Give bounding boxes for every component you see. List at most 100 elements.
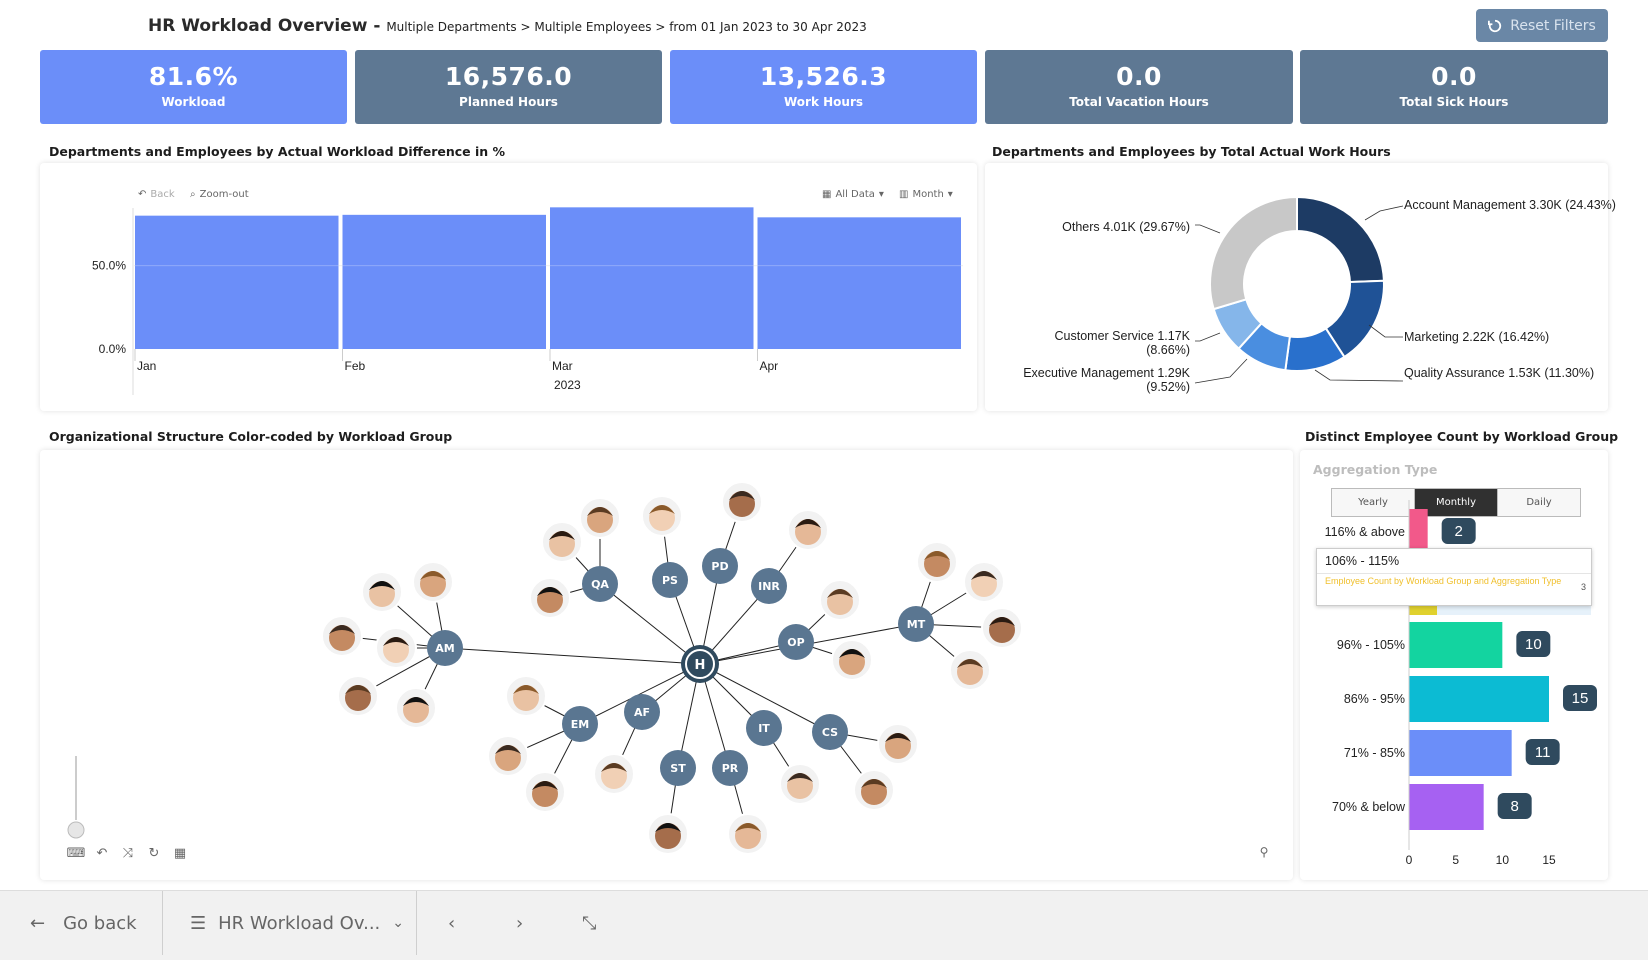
employee-avatar[interactable] bbox=[579, 497, 621, 539]
x-tick-label: Apr bbox=[760, 359, 779, 373]
employee-avatar[interactable] bbox=[647, 813, 689, 855]
hbar-4[interactable] bbox=[1409, 730, 1512, 776]
calendar-icon: ▦ bbox=[822, 189, 832, 200]
all-data-dropdown[interactable]: ▦ All Data ▾ bbox=[822, 189, 884, 200]
department-node-ps[interactable]: PS bbox=[652, 562, 688, 598]
employee-avatar[interactable] bbox=[412, 561, 454, 603]
department-node-label: IT bbox=[758, 722, 770, 735]
back-tool[interactable]: ↶ Back bbox=[138, 189, 175, 200]
employee-avatar[interactable] bbox=[831, 639, 873, 681]
employee-avatar[interactable] bbox=[963, 561, 1005, 603]
chart-tooltip: 106% - 115% Employee Count by Workload G… bbox=[1316, 548, 1592, 606]
employee-avatar[interactable] bbox=[949, 649, 991, 691]
org-link bbox=[599, 583, 701, 665]
employee-avatar[interactable] bbox=[853, 769, 895, 811]
employee-avatar[interactable] bbox=[337, 675, 379, 717]
department-node-qa[interactable]: QA bbox=[582, 566, 618, 602]
tab-daily[interactable]: Daily bbox=[1498, 489, 1580, 516]
kpi-total-sick-hours[interactable]: 0.0 Total Sick Hours bbox=[1300, 50, 1608, 124]
x-tick-label: 5 bbox=[1452, 853, 1459, 867]
department-node-inr[interactable]: INR bbox=[751, 568, 787, 604]
employee-avatar[interactable] bbox=[395, 687, 437, 729]
employee-avatar[interactable] bbox=[593, 753, 635, 795]
next-button[interactable]: › bbox=[516, 891, 523, 955]
department-node-st[interactable]: ST bbox=[660, 750, 696, 786]
go-back-label: Go back bbox=[63, 912, 137, 934]
arrow-left-icon: ← bbox=[30, 912, 46, 934]
hbar-3[interactable] bbox=[1409, 676, 1549, 722]
employee-avatar[interactable] bbox=[981, 607, 1023, 649]
department-node-mt[interactable]: MT bbox=[898, 606, 934, 642]
bar-feb[interactable] bbox=[342, 214, 547, 349]
reset-filters-button[interactable]: Reset Filters bbox=[1476, 9, 1608, 42]
employee-avatar[interactable] bbox=[321, 615, 363, 657]
department-node-cs[interactable]: CS bbox=[812, 714, 848, 750]
grid-icon[interactable]: ▦ bbox=[174, 846, 186, 861]
donut-label-customer-service: Customer Service 1.17K (8.66%) bbox=[1054, 329, 1190, 357]
kpi-label: Total Vacation Hours bbox=[1069, 95, 1209, 109]
employee-avatar[interactable] bbox=[721, 481, 763, 523]
hbar-0[interactable] bbox=[1409, 509, 1428, 555]
hbar-2[interactable] bbox=[1409, 622, 1503, 668]
donut-chart-title: Departments and Employees by Total Actua… bbox=[992, 144, 1391, 159]
department-node-em[interactable]: EM bbox=[562, 706, 598, 742]
dashboard-selector[interactable]: ☰ HR Workload Ov... ⌄ bbox=[190, 891, 404, 955]
department-node-pd[interactable]: PD bbox=[702, 548, 738, 584]
employee-avatar[interactable] bbox=[505, 675, 547, 717]
undo-icon[interactable]: ↶ bbox=[97, 846, 108, 861]
bar-chart-title: Departments and Employees by Actual Work… bbox=[49, 144, 506, 159]
keyboard-icon[interactable]: ⌨ bbox=[67, 846, 86, 861]
employee-avatar[interactable] bbox=[375, 627, 417, 669]
collapse-button[interactable]: ⤡ bbox=[582, 891, 596, 955]
bar-mar[interactable] bbox=[550, 207, 754, 349]
value-label: 2 bbox=[1454, 523, 1462, 540]
search-icon[interactable]: ⚲ bbox=[1260, 845, 1269, 859]
breadcrumb: Multiple Departments > Multiple Employee… bbox=[386, 20, 867, 34]
org-structure-graph[interactable]: QA PS PD INR OP MT AM EM AF ST PR IT CS H ⌨ ↶ ⤨ ↻ ▦ ⚲ bbox=[40, 450, 1293, 880]
employee-avatar[interactable] bbox=[641, 495, 683, 537]
month-dropdown[interactable]: ▥ Month ▾ bbox=[899, 189, 953, 200]
kpi-planned-hours[interactable]: 16,576.0 Planned Hours bbox=[355, 50, 662, 124]
refresh-icon[interactable]: ↻ bbox=[149, 846, 160, 861]
employee-avatar[interactable] bbox=[787, 509, 829, 551]
back-icon: ↶ bbox=[138, 189, 147, 200]
divider bbox=[162, 891, 163, 955]
tab-yearly[interactable]: Yearly bbox=[1332, 489, 1415, 516]
employee-avatar[interactable] bbox=[524, 771, 566, 813]
previous-button[interactable]: ‹ bbox=[448, 891, 455, 955]
donut-slice-account-management[interactable] bbox=[1296, 195, 1385, 284]
tooltip-value: 3 bbox=[1580, 582, 1586, 592]
kpi-work-hours[interactable]: 13,526.3 Work Hours bbox=[670, 50, 977, 124]
employee-avatar[interactable] bbox=[779, 763, 821, 805]
employee-avatar[interactable] bbox=[916, 541, 958, 583]
bar-jan[interactable] bbox=[135, 215, 339, 349]
employee-avatar[interactable] bbox=[487, 735, 529, 777]
employee-avatar[interactable] bbox=[727, 813, 769, 855]
department-node-it[interactable]: IT bbox=[746, 710, 782, 746]
shuffle-icon[interactable]: ⤨ bbox=[123, 846, 134, 861]
employee-avatar[interactable] bbox=[361, 571, 403, 613]
employee-avatar[interactable] bbox=[541, 521, 583, 563]
hub-node[interactable]: H bbox=[681, 645, 719, 683]
x-tick-label: Jan bbox=[137, 359, 156, 373]
kpi-total-vacation-hours[interactable]: 0.0 Total Vacation Hours bbox=[985, 50, 1293, 124]
kpi-label: Planned Hours bbox=[459, 95, 558, 109]
value-label: 15 bbox=[1572, 690, 1589, 707]
tab-monthly[interactable]: Monthly bbox=[1415, 489, 1498, 516]
hbar-5[interactable] bbox=[1409, 784, 1484, 830]
department-node-pr[interactable]: PR bbox=[712, 750, 748, 786]
employee-avatar[interactable] bbox=[529, 577, 571, 619]
donut-slice-others[interactable] bbox=[1209, 195, 1298, 311]
department-node-op[interactable]: OP bbox=[778, 624, 814, 660]
department-node-label: AM bbox=[435, 642, 454, 655]
go-back-button[interactable]: ← Go back bbox=[30, 891, 137, 955]
kpi-workload[interactable]: 81.6% Workload bbox=[40, 50, 347, 124]
employee-avatar[interactable] bbox=[819, 579, 861, 621]
department-node-af[interactable]: AF bbox=[624, 694, 660, 730]
zoom-out-tool[interactable]: ⌕ Zoom-out bbox=[190, 189, 249, 200]
zoom-slider-handle[interactable] bbox=[67, 821, 85, 839]
department-node-am[interactable]: AM bbox=[427, 630, 463, 666]
employee-avatar[interactable] bbox=[877, 723, 919, 765]
bar-apr[interactable] bbox=[757, 217, 962, 349]
